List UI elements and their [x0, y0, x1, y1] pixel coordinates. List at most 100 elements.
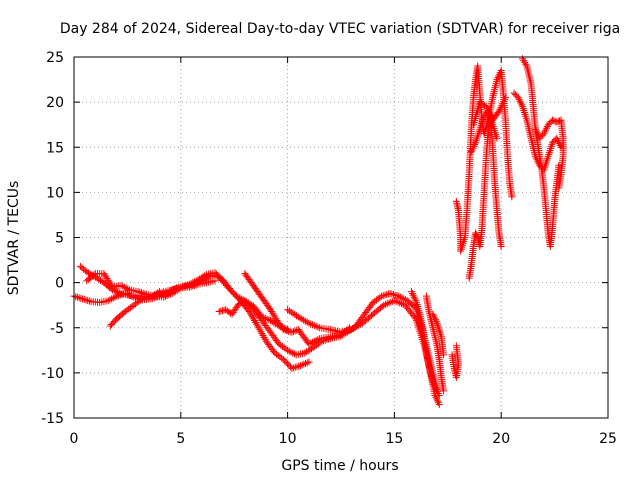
data-point	[291, 363, 299, 371]
data-point	[408, 289, 416, 297]
data-point	[312, 322, 320, 330]
data-point	[314, 323, 322, 331]
data-point	[260, 314, 268, 322]
data-point	[353, 322, 361, 330]
data-point	[515, 95, 523, 103]
data-point	[284, 306, 292, 314]
data-point	[440, 387, 448, 395]
data-point	[312, 336, 320, 344]
data-point	[109, 294, 117, 302]
data-point	[115, 289, 123, 297]
x-tick-label: 5	[176, 431, 185, 447]
data-point	[430, 312, 438, 320]
data-point	[248, 313, 256, 321]
x-axis-ticks: 0 5 10 15 20 25	[70, 57, 617, 447]
y-tick-label: 5	[55, 231, 64, 247]
data-point	[533, 129, 541, 137]
x-tick-label: 0	[70, 431, 79, 447]
y-axis-label: SDTVAR / TECUs	[6, 181, 22, 296]
data-point	[163, 292, 171, 300]
data-point	[258, 313, 266, 321]
data-point	[270, 347, 278, 355]
data-point	[247, 311, 255, 319]
data-point	[309, 321, 317, 329]
series-track-e	[241, 270, 354, 348]
data-point	[154, 289, 162, 297]
data-point	[480, 112, 488, 120]
data-point	[394, 298, 402, 306]
data-point	[285, 361, 293, 369]
data-point	[288, 364, 296, 372]
data-point	[236, 299, 244, 307]
data-point	[82, 296, 90, 304]
data-point	[119, 282, 127, 290]
data-point	[280, 324, 288, 332]
data-point	[252, 318, 260, 326]
data-point	[555, 161, 563, 169]
data-point	[410, 293, 418, 301]
data-point	[393, 292, 401, 300]
data-point	[440, 351, 448, 359]
data-point	[473, 232, 481, 240]
data-point	[291, 311, 299, 319]
data-point	[107, 281, 115, 289]
data-point	[468, 146, 476, 154]
data-point	[104, 297, 112, 305]
data-point	[79, 295, 87, 303]
data-point	[355, 321, 363, 329]
data-point	[300, 360, 308, 368]
series-track-r	[467, 107, 501, 156]
data-point	[396, 293, 404, 301]
data-point	[192, 281, 200, 289]
data-point	[433, 395, 441, 403]
data-point	[376, 293, 384, 301]
data-point	[388, 290, 396, 298]
data-point	[275, 322, 283, 330]
data-point	[522, 60, 530, 68]
data-point	[289, 328, 297, 336]
data-point	[309, 338, 317, 346]
data-point	[435, 391, 443, 399]
data-point	[281, 357, 289, 365]
data-point	[289, 309, 297, 317]
data-point	[84, 296, 92, 304]
data-point	[284, 326, 292, 334]
data-point	[303, 359, 311, 367]
data-point	[117, 281, 125, 289]
data-point	[555, 140, 563, 148]
data-point	[139, 289, 147, 297]
data-point	[542, 124, 550, 132]
data-point	[434, 399, 442, 407]
data-point	[245, 308, 253, 316]
data-point	[249, 315, 257, 323]
x-tick-label: 15	[385, 431, 403, 447]
data-point	[432, 393, 440, 401]
data-point	[269, 309, 277, 317]
y-tick-label: 20	[46, 95, 64, 111]
data-point	[396, 299, 404, 307]
data-point	[510, 89, 518, 97]
data-point	[351, 323, 359, 331]
data-point	[482, 110, 490, 118]
data-point	[398, 300, 406, 308]
data-point	[229, 289, 237, 297]
data-point	[238, 298, 246, 306]
data-point	[494, 74, 502, 82]
data-point	[518, 101, 526, 109]
data-point	[390, 291, 398, 299]
data-point	[310, 321, 318, 329]
data-point	[282, 358, 290, 366]
data-point	[267, 306, 275, 314]
data-point	[273, 321, 281, 329]
data-point	[550, 137, 558, 145]
data-point	[274, 338, 282, 346]
data-point	[296, 362, 304, 370]
data-point	[302, 359, 310, 367]
data-point	[250, 317, 258, 325]
data-point	[532, 127, 540, 135]
data-point	[80, 295, 88, 303]
data-point	[392, 297, 400, 305]
data-point	[305, 340, 313, 348]
data-point	[287, 348, 295, 356]
data-point	[532, 154, 540, 162]
